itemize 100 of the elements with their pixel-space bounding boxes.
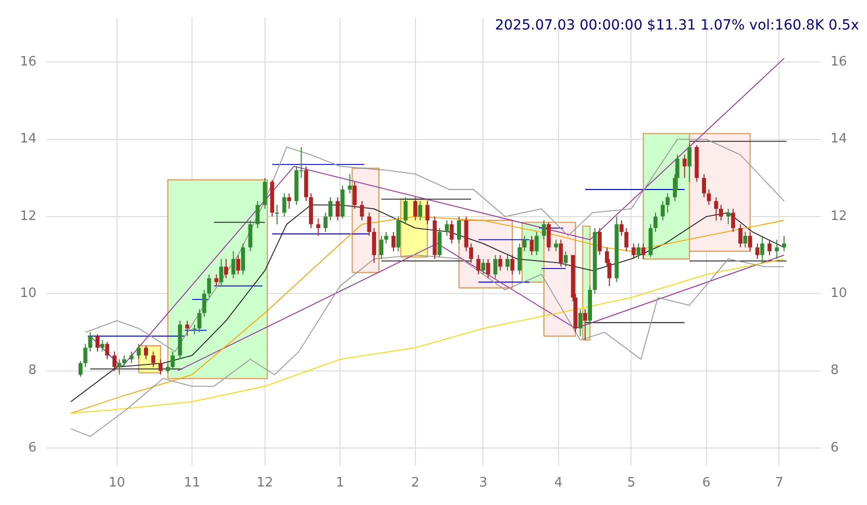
candlestick: [726, 208, 730, 225]
candlestick: [136, 343, 141, 360]
candlestick: [660, 200, 665, 221]
candlestick: [144, 345, 148, 360]
candlestick: [202, 289, 206, 318]
y-tick-label: 6: [28, 440, 37, 456]
candlestick: [598, 228, 602, 256]
candlestick: [486, 258, 490, 279]
candlestick: [324, 212, 328, 232]
candlestick: [493, 254, 498, 279]
candlestick: [418, 200, 422, 221]
candlestick: [510, 254, 514, 275]
x-tick-label: 6: [702, 476, 711, 491]
candlestick: [287, 192, 292, 210]
candlestick: [100, 339, 104, 352]
candlestick: [456, 216, 461, 244]
candlestick: [219, 258, 224, 286]
candlestick: [117, 358, 122, 376]
candlestick: [214, 274, 218, 286]
candlestick: [282, 192, 286, 218]
candlestick: [641, 243, 646, 260]
y2-tick-label: 6: [830, 440, 839, 456]
y-tick-label: 14: [20, 132, 37, 147]
candlestick: [316, 218, 320, 236]
candlestick: [151, 351, 156, 368]
candlestick: [158, 358, 163, 376]
candlestick: [372, 228, 376, 264]
candlestick: [112, 351, 116, 372]
candlestick: [542, 220, 546, 240]
x-tick-label: 5: [627, 476, 636, 491]
candlestick: [702, 174, 706, 198]
candlestick: [95, 334, 100, 352]
candlestick: [413, 196, 418, 221]
candlestick: [748, 231, 752, 252]
candlestick: [360, 200, 364, 221]
candlestick: [522, 235, 526, 252]
candlestick: [636, 243, 641, 260]
candlestick: [476, 254, 480, 275]
candlestick: [554, 239, 558, 252]
candlestick: [682, 154, 687, 178]
candlestick: [170, 351, 175, 370]
candlestick: [256, 200, 260, 229]
candlestick: [367, 212, 372, 236]
y-tick-label: 16: [20, 54, 37, 70]
candlestick: [231, 250, 236, 279]
candlestick: [224, 258, 228, 279]
candlestick: [558, 239, 563, 268]
candlestick: [760, 235, 764, 264]
candlestick: [564, 250, 568, 268]
candlestick: [534, 231, 539, 256]
y-tick-label: 12: [20, 208, 37, 224]
candlestick: [384, 231, 388, 244]
candlestick: [498, 254, 502, 272]
candlestick: [328, 196, 332, 221]
candlestick: [348, 174, 352, 194]
annotation: 2025.07.03 00:00:00 $11.31 1.07% vol:160.8K 0.5x: [494, 18, 859, 34]
candlestick: [743, 231, 748, 248]
candlestick: [481, 258, 486, 275]
candlestick: [425, 200, 430, 225]
candlestick: [105, 341, 110, 360]
candlestick: [505, 254, 510, 272]
x-tick-label: 7: [775, 476, 784, 491]
candlestick: [578, 308, 582, 337]
candlestick: [718, 204, 723, 221]
candlestick: [731, 208, 736, 232]
candlestick: [714, 196, 718, 221]
x-tick-label: 4: [554, 476, 563, 491]
x-tick-label: 11: [184, 476, 200, 491]
x-tick-label: 2: [411, 476, 420, 491]
candlestick: [391, 231, 396, 252]
candlestick: [88, 332, 92, 352]
y2-tick-label: 10: [830, 286, 848, 302]
y-tick-label: 10: [20, 286, 37, 302]
candlestick: [197, 308, 202, 333]
candlestick: [666, 192, 670, 214]
y2-tick-label: 14: [830, 132, 848, 147]
candlestick: [530, 235, 534, 256]
candlestick: [192, 324, 197, 335]
y2-tick-label: 8: [830, 363, 839, 378]
candlestick: [469, 243, 474, 264]
candlestick: [78, 360, 83, 378]
candlestick: [706, 189, 711, 206]
candlestick: [185, 320, 190, 337]
candlestick: [450, 220, 454, 244]
candlestick: [738, 224, 742, 248]
candlestick: [236, 254, 240, 275]
candlestick: [632, 243, 636, 260]
x-tick-label: 1: [336, 476, 344, 491]
y2-tick-label: 16: [830, 54, 848, 70]
candlestick: [275, 204, 280, 225]
x-tick-label: 3: [479, 476, 488, 491]
candlestick: [352, 181, 357, 210]
candlestick: [624, 228, 628, 252]
candlestick: [336, 196, 340, 221]
x-tick-label: 10: [108, 476, 126, 491]
candlestick: [687, 142, 692, 182]
candlestick: [583, 308, 588, 340]
candlestick: [166, 362, 170, 374]
candlestick: [768, 239, 772, 256]
candlestick: [755, 243, 760, 260]
